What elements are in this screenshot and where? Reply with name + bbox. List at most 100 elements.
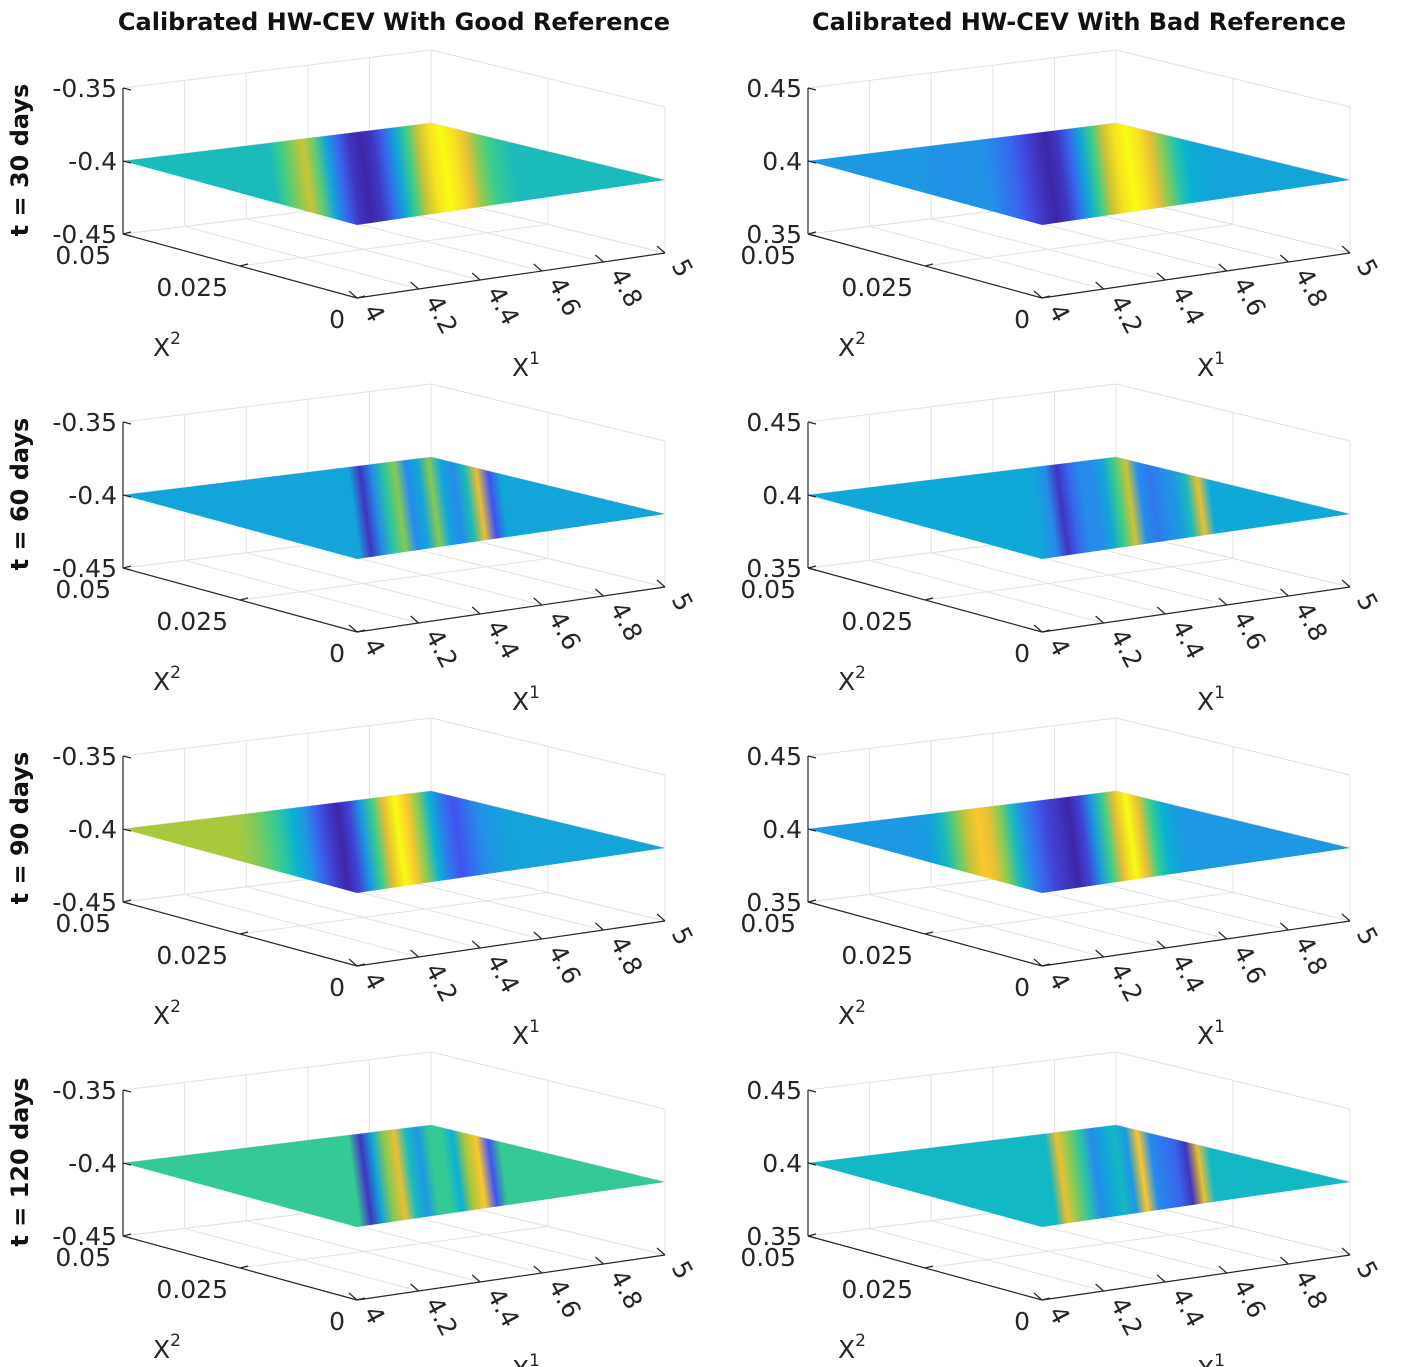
z-tick-label: 0.45 xyxy=(746,74,802,103)
x-tick-label: 5 xyxy=(666,588,699,616)
x-tick-label: 4.6 xyxy=(543,606,587,655)
y-tick-label: 0.025 xyxy=(841,941,913,970)
y-tick-label: 0.025 xyxy=(156,1275,228,1304)
y-tick-label: 0.025 xyxy=(841,273,913,302)
x-tick-label: 4.4 xyxy=(481,949,525,998)
surface xyxy=(123,457,665,559)
z-tick-label: 0.4 xyxy=(762,481,802,510)
y-axis-label: X2 xyxy=(153,663,181,696)
x-tick-label: 5 xyxy=(666,254,699,282)
x-tick-label: 4 xyxy=(358,967,391,995)
y-tick-label: 0.05 xyxy=(740,241,796,270)
axes xyxy=(122,87,666,299)
row-label: t = 90 days xyxy=(6,752,34,905)
x-tick-label: 4 xyxy=(358,633,391,661)
x-tick-label: 4 xyxy=(358,1301,391,1329)
panels: 4 4.2 4.4 4.6 4.8 500.0250.05-0.45-0.4-0.35X1… xyxy=(52,49,1384,1367)
x-tick-label: 4.6 xyxy=(1228,1274,1272,1323)
y-tick-label: 0 xyxy=(1014,1307,1030,1336)
panel-r4c1: 4 4.2 4.4 4.6 4.8 5 0 0.025 0.05-0.45 -0.4 -0.35 X1… xyxy=(52,1051,699,1367)
z-tick-label: -0.4 xyxy=(68,481,117,510)
y-tick-label: 0.05 xyxy=(55,1243,111,1272)
x-tick-label: 4.6 xyxy=(1228,272,1272,321)
x-tick-label: 4.6 xyxy=(1228,940,1272,989)
axes xyxy=(122,755,666,967)
column-title-bad: Calibrated HW-CEV With Bad Reference xyxy=(812,8,1346,36)
axes xyxy=(122,1089,666,1301)
surface xyxy=(123,123,665,225)
axes xyxy=(807,87,1351,299)
y-axis-label: X2 xyxy=(838,329,866,362)
x-tick-label: 4 xyxy=(358,299,391,327)
y-tick-label: 0 xyxy=(1014,305,1030,334)
x-axis-label: X1 xyxy=(512,349,540,382)
x-tick-label: 4.6 xyxy=(543,940,587,989)
x-tick-label: 4.2 xyxy=(419,958,463,1007)
y-tick-label: 0 xyxy=(329,973,345,1002)
y-tick-label: 0.05 xyxy=(55,909,111,938)
z-tick-label: -0.35 xyxy=(52,74,117,103)
y-tick-label: 0.05 xyxy=(740,909,796,938)
z-tick-label: 0.35 xyxy=(746,888,802,917)
axes xyxy=(122,421,666,633)
x-tick-label: 4.8 xyxy=(1289,931,1333,980)
x-tick-label: 4.8 xyxy=(604,597,648,646)
z-tick-label: -0.45 xyxy=(52,1222,117,1251)
x-tick-label: 4.4 xyxy=(1166,949,1210,998)
y-tick-label: 0 xyxy=(329,639,345,668)
axes xyxy=(807,421,1351,633)
x-tick-label: 5 xyxy=(1351,588,1384,616)
y-tick-label: 0 xyxy=(329,1307,345,1336)
axes xyxy=(807,755,1351,967)
x-tick-label: 4 xyxy=(1043,299,1076,327)
row-label: t = 30 days xyxy=(6,84,34,237)
x-tick-label: 5 xyxy=(666,1256,699,1284)
y-tick-label: 0 xyxy=(1014,973,1030,1002)
x-tick-label: 4.8 xyxy=(1289,263,1333,312)
x-tick-label: 5 xyxy=(1351,254,1384,282)
surface xyxy=(123,1125,665,1227)
x-tick-label: 5 xyxy=(1351,1256,1384,1284)
surface xyxy=(808,791,1350,893)
x-tick-label: 4.6 xyxy=(543,1274,587,1323)
x-axis-label: X1 xyxy=(512,1351,540,1367)
z-tick-label: -0.45 xyxy=(52,888,117,917)
z-tick-label: -0.35 xyxy=(52,742,117,771)
y-axis-label: X2 xyxy=(153,329,181,362)
surface xyxy=(808,1125,1350,1227)
y-tick-label: 0.05 xyxy=(55,575,111,604)
x-tick-label: 4.2 xyxy=(1104,1292,1148,1341)
panel-r1c1: 4 4.2 4.4 4.6 4.8 5 0 0.025 0.05-0.45 -0.4 -0.35 X1… xyxy=(52,49,699,382)
panel-r3c2: 4 4.2 4.4 4.6 4.8 5 0 0.025 0.050.35 0.4 0.45 X1 X2 xyxy=(740,717,1384,1050)
y-axis-label: X2 xyxy=(838,997,866,1030)
x-tick-label: 4.2 xyxy=(419,1292,463,1341)
x-tick-label: 4.8 xyxy=(604,263,648,312)
x-tick-label: 5 xyxy=(666,922,699,950)
y-axis-label: X2 xyxy=(153,1331,181,1364)
row-label: t = 60 days xyxy=(6,418,34,571)
x-tick-label: 4.2 xyxy=(1104,958,1148,1007)
y-tick-label: 0 xyxy=(1014,639,1030,668)
x-tick-label: 4.6 xyxy=(1228,606,1272,655)
x-tick-label: 4.8 xyxy=(1289,597,1333,646)
z-tick-label: 0.35 xyxy=(746,1222,802,1251)
x-tick-label: 4.4 xyxy=(481,1283,525,1332)
z-tick-label: 0.35 xyxy=(746,554,802,583)
x-tick-label: 5 xyxy=(1351,922,1384,950)
z-tick-label: 0.45 xyxy=(746,1076,802,1105)
x-tick-label: 4.4 xyxy=(481,281,525,330)
x-axis-label: X1 xyxy=(1197,1017,1225,1050)
z-tick-label: 0.4 xyxy=(762,1149,802,1178)
x-tick-label: 4.2 xyxy=(1104,624,1148,673)
x-tick-label: 4 xyxy=(1043,967,1076,995)
panel-r1c2: 4 4.2 4.4 4.6 4.8 5 0 0.025 0.050.35 0.4 0.45 X1 X2 xyxy=(740,49,1384,382)
x-tick-label: 4.8 xyxy=(1289,1265,1333,1314)
y-tick-label: 0.025 xyxy=(841,1275,913,1304)
x-tick-label: 4.4 xyxy=(1166,615,1210,664)
column-title-good: Calibrated HW-CEV With Good Reference xyxy=(118,8,670,36)
x-axis-label: X1 xyxy=(512,683,540,716)
z-tick-label: -0.4 xyxy=(68,147,117,176)
y-tick-label: 0.025 xyxy=(156,941,228,970)
x-axis-label: X1 xyxy=(1197,683,1225,716)
x-tick-label: 4.2 xyxy=(1104,290,1148,339)
